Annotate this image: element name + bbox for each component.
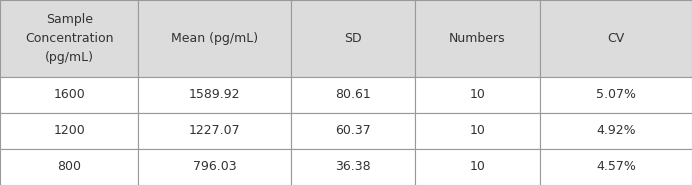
Bar: [291, 149, 415, 185]
Bar: [138, 0, 291, 77]
Bar: [415, 77, 540, 113]
Bar: [540, 149, 692, 185]
Bar: [0, 0, 138, 77]
Bar: [415, 0, 540, 77]
Text: Numbers: Numbers: [449, 32, 506, 45]
Bar: [415, 113, 540, 149]
Text: Sample
Concentration
(pg/mL): Sample Concentration (pg/mL): [25, 13, 113, 64]
Text: 10: 10: [470, 160, 485, 174]
Text: Mean (pg/mL): Mean (pg/mL): [171, 32, 258, 45]
Text: 80.61: 80.61: [335, 88, 371, 101]
Text: 5.07%: 5.07%: [596, 88, 636, 101]
Text: 1200: 1200: [53, 124, 85, 137]
Text: CV: CV: [608, 32, 624, 45]
Bar: [138, 113, 291, 149]
Bar: [0, 149, 138, 185]
Bar: [138, 149, 291, 185]
Bar: [291, 77, 415, 113]
Text: 10: 10: [470, 88, 485, 101]
Text: 1227.07: 1227.07: [189, 124, 240, 137]
Bar: [540, 113, 692, 149]
Text: SD: SD: [344, 32, 362, 45]
Text: 10: 10: [470, 124, 485, 137]
Bar: [0, 113, 138, 149]
Bar: [291, 0, 415, 77]
Bar: [415, 149, 540, 185]
Text: 36.38: 36.38: [335, 160, 371, 174]
Text: 60.37: 60.37: [335, 124, 371, 137]
Text: 4.92%: 4.92%: [596, 124, 636, 137]
Bar: [0, 77, 138, 113]
Bar: [540, 77, 692, 113]
Bar: [291, 113, 415, 149]
Text: 800: 800: [57, 160, 81, 174]
Text: 1600: 1600: [53, 88, 85, 101]
Bar: [138, 77, 291, 113]
Text: 4.57%: 4.57%: [596, 160, 636, 174]
Text: 1589.92: 1589.92: [189, 88, 240, 101]
Bar: [540, 0, 692, 77]
Text: 796.03: 796.03: [192, 160, 237, 174]
